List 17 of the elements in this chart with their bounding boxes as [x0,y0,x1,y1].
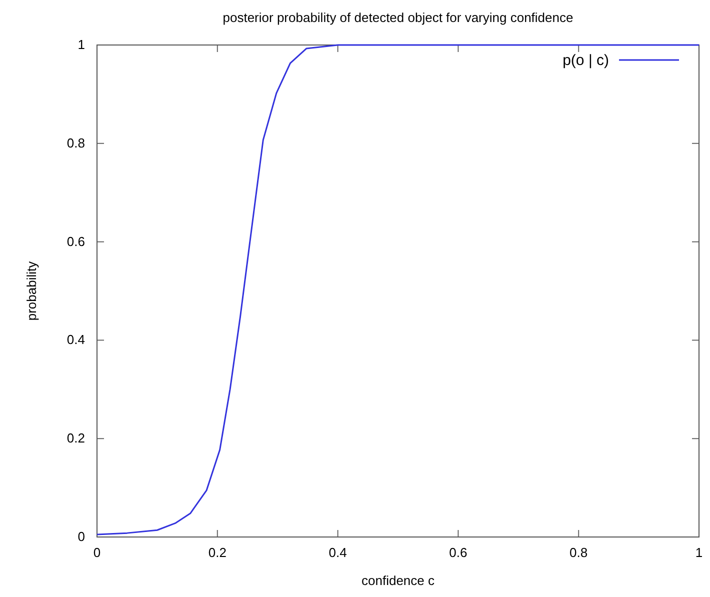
y-tick-label: 0.4 [66,332,85,348]
x-tick-label: 0.2 [208,545,226,560]
y-tick-label: 1 [78,37,85,52]
y-tick-label: 0 [78,529,85,544]
y-tick-label: 0.6 [66,234,85,249]
x-tick-label: 0.4 [328,545,347,560]
legend-label: p(o | c) [562,52,610,69]
x-tick-label: 0 [93,545,101,560]
y-axis-title: probability [24,260,39,321]
x-axis-title: confidence c [362,573,435,588]
x-tick-label: 1 [695,545,703,560]
y-tick-label: 0.2 [66,430,85,446]
x-tick-label: 0.6 [449,545,468,560]
line-series [96,44,700,536]
x-tick-label: 0.8 [570,545,588,560]
y-tick-label: 0.8 [66,135,85,150]
chart-title: posterior probability of detected object for varying confidence [222,10,574,25]
